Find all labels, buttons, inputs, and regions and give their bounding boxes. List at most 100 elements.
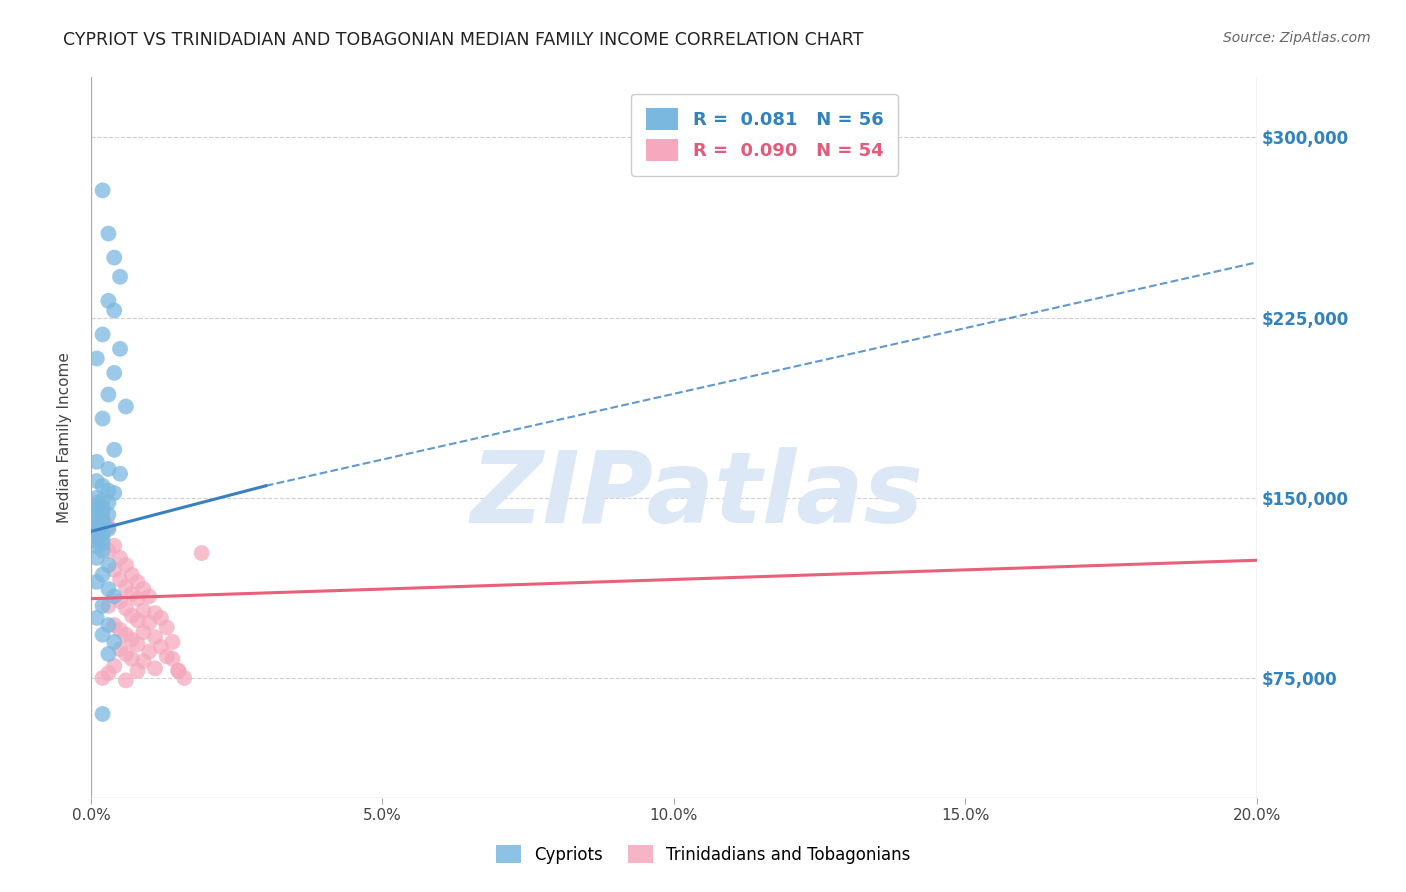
Point bbox=[91, 479, 114, 493]
Point bbox=[86, 519, 108, 533]
Point bbox=[115, 400, 138, 414]
Point bbox=[143, 630, 166, 644]
Legend: Cypriots, Trinidadians and Tobagonians: Cypriots, Trinidadians and Tobagonians bbox=[489, 838, 917, 871]
Point bbox=[91, 671, 114, 685]
Point bbox=[115, 647, 138, 661]
Point bbox=[97, 519, 120, 533]
Point bbox=[91, 536, 114, 550]
Point bbox=[97, 293, 120, 308]
Point bbox=[127, 613, 149, 627]
Point bbox=[103, 303, 125, 318]
Point bbox=[103, 659, 125, 673]
Point bbox=[91, 493, 114, 508]
Y-axis label: Median Family Income: Median Family Income bbox=[58, 352, 72, 524]
Point bbox=[97, 483, 120, 498]
Point bbox=[167, 664, 190, 678]
Point bbox=[156, 620, 179, 634]
Point bbox=[86, 510, 108, 524]
Point bbox=[91, 505, 114, 519]
Legend: R =  0.081   N = 56, R =  0.090   N = 54: R = 0.081 N = 56, R = 0.090 N = 54 bbox=[631, 94, 898, 176]
Point bbox=[97, 618, 120, 632]
Point bbox=[138, 615, 160, 630]
Point bbox=[127, 637, 149, 651]
Point bbox=[127, 591, 149, 606]
Point bbox=[108, 573, 131, 587]
Point bbox=[138, 589, 160, 603]
Point bbox=[162, 652, 184, 666]
Point bbox=[86, 539, 108, 553]
Point bbox=[97, 387, 120, 401]
Point bbox=[86, 524, 108, 539]
Point bbox=[91, 526, 114, 541]
Point bbox=[91, 599, 114, 613]
Point bbox=[97, 582, 120, 596]
Point bbox=[121, 587, 143, 601]
Point bbox=[91, 411, 114, 425]
Point bbox=[108, 623, 131, 637]
Point bbox=[86, 529, 108, 543]
Point bbox=[103, 486, 125, 500]
Point bbox=[91, 517, 114, 532]
Point bbox=[167, 664, 190, 678]
Point bbox=[115, 601, 138, 615]
Point bbox=[143, 661, 166, 675]
Point bbox=[108, 342, 131, 356]
Point bbox=[86, 498, 108, 512]
Point bbox=[97, 462, 120, 476]
Point bbox=[86, 495, 108, 509]
Point bbox=[108, 550, 131, 565]
Point bbox=[108, 594, 131, 608]
Point bbox=[132, 625, 155, 640]
Point bbox=[127, 574, 149, 589]
Point bbox=[103, 539, 125, 553]
Point bbox=[91, 515, 114, 529]
Point bbox=[103, 618, 125, 632]
Point bbox=[103, 251, 125, 265]
Point bbox=[115, 628, 138, 642]
Point bbox=[86, 503, 108, 517]
Point bbox=[91, 567, 114, 582]
Point bbox=[115, 558, 138, 572]
Point bbox=[127, 664, 149, 678]
Point bbox=[91, 503, 114, 517]
Point bbox=[108, 269, 131, 284]
Text: ZIPatlas: ZIPatlas bbox=[471, 447, 924, 544]
Point bbox=[121, 652, 143, 666]
Point bbox=[190, 546, 212, 560]
Point bbox=[86, 474, 108, 488]
Point bbox=[138, 644, 160, 658]
Point bbox=[91, 183, 114, 197]
Point bbox=[86, 515, 108, 529]
Point bbox=[86, 550, 108, 565]
Point bbox=[97, 522, 120, 536]
Point bbox=[91, 543, 114, 558]
Point bbox=[103, 442, 125, 457]
Point bbox=[91, 706, 114, 721]
Point bbox=[91, 628, 114, 642]
Point bbox=[86, 611, 108, 625]
Point bbox=[97, 647, 120, 661]
Point bbox=[162, 635, 184, 649]
Point bbox=[149, 611, 172, 625]
Point bbox=[86, 534, 108, 549]
Point bbox=[86, 455, 108, 469]
Point bbox=[121, 608, 143, 623]
Point bbox=[86, 491, 108, 505]
Point bbox=[97, 495, 120, 509]
Point bbox=[97, 227, 120, 241]
Point bbox=[97, 666, 120, 681]
Point bbox=[173, 671, 195, 685]
Point bbox=[108, 467, 131, 481]
Point bbox=[132, 604, 155, 618]
Point bbox=[103, 366, 125, 380]
Point bbox=[103, 563, 125, 577]
Point bbox=[91, 327, 114, 342]
Point bbox=[97, 508, 120, 522]
Point bbox=[143, 606, 166, 620]
Point bbox=[132, 654, 155, 668]
Point bbox=[115, 673, 138, 688]
Point bbox=[103, 635, 125, 649]
Point bbox=[86, 529, 108, 543]
Point bbox=[121, 567, 143, 582]
Point bbox=[91, 512, 114, 526]
